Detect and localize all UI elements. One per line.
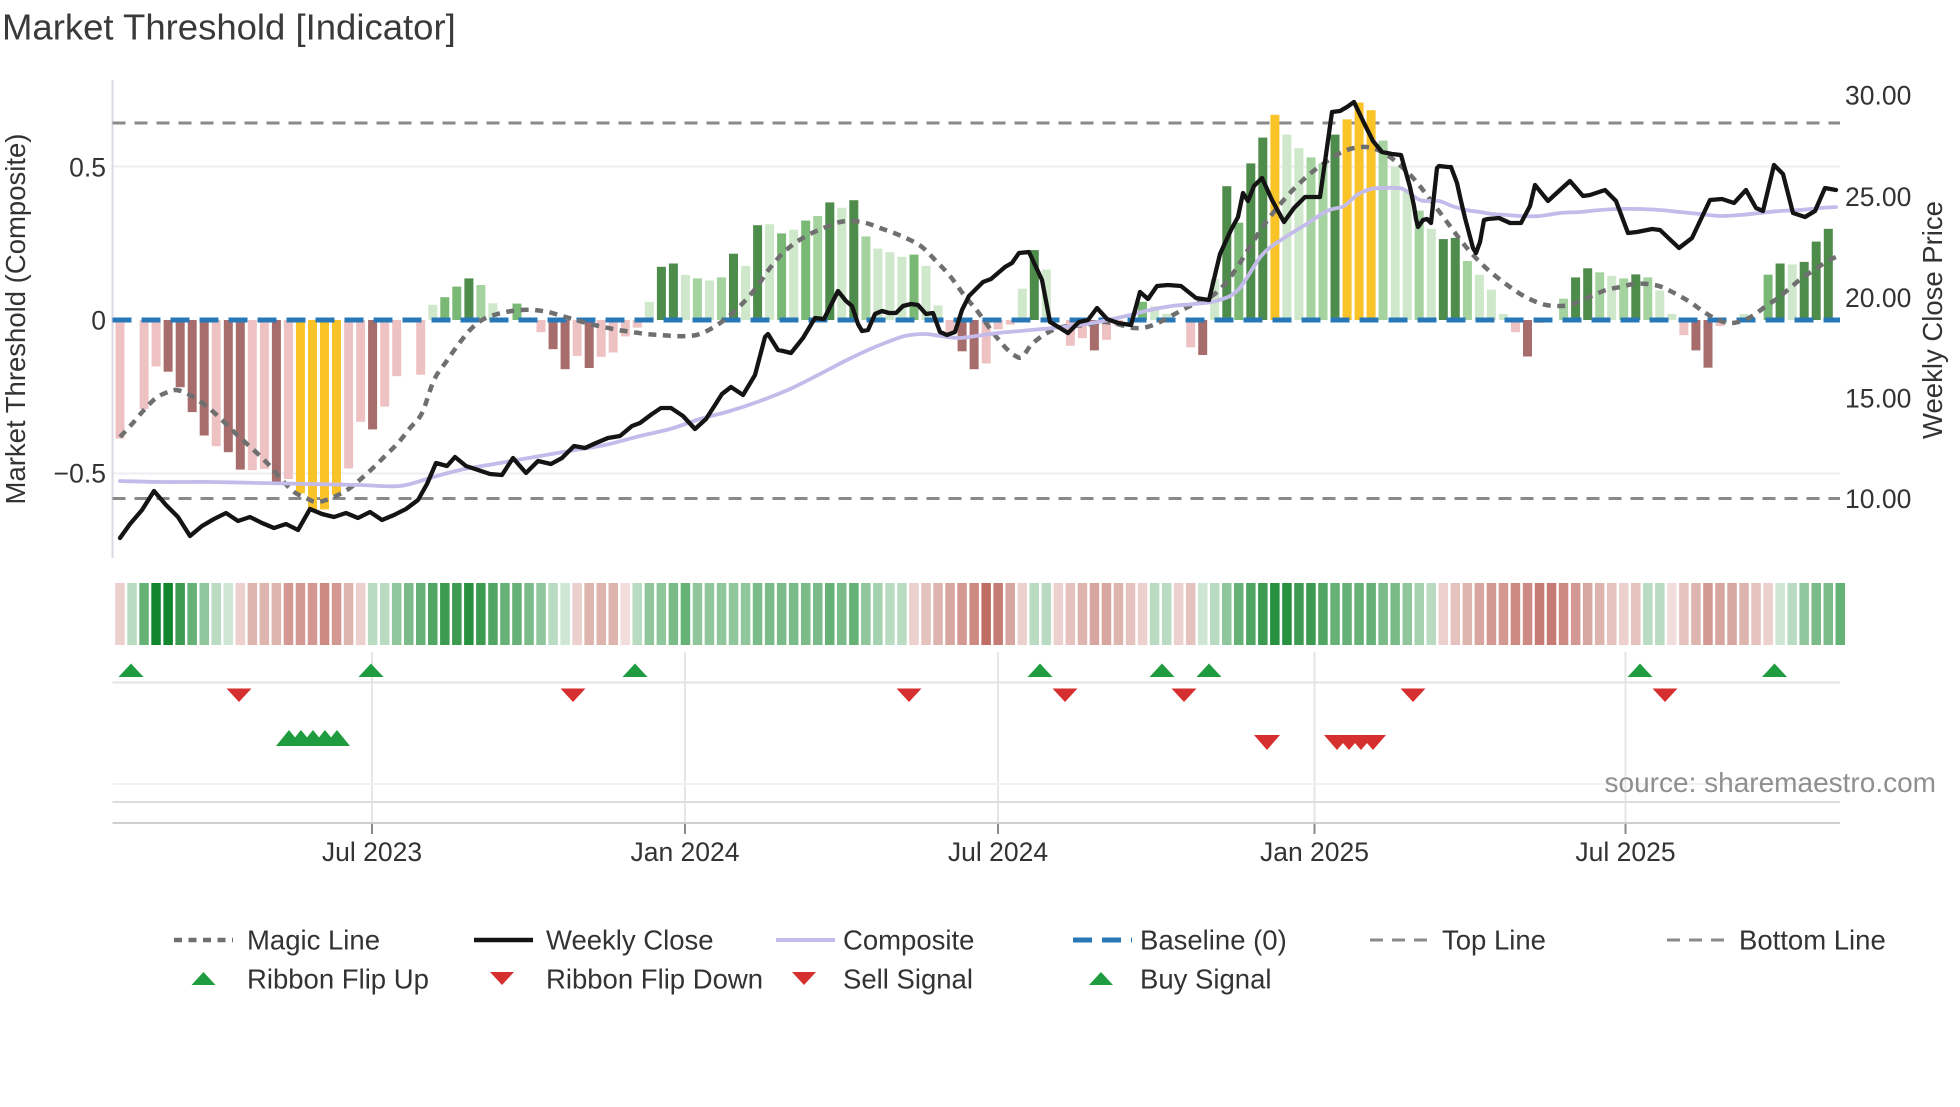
svg-text:Magic Line: Magic Line (247, 925, 380, 956)
svg-text:Jul 2024: Jul 2024 (948, 837, 1048, 867)
svg-text:Ribbon Flip Down: Ribbon Flip Down (546, 964, 763, 995)
svg-text:Buy Signal: Buy Signal (1140, 964, 1271, 995)
svg-text:0: 0 (91, 306, 106, 336)
svg-text:Market Threshold (Composite): Market Threshold (Composite) (0, 134, 31, 505)
svg-text:Market Threshold [Indicator]: Market Threshold [Indicator] (2, 7, 456, 48)
svg-text:Jan 2025: Jan 2025 (1260, 837, 1369, 867)
svg-text:0.5: 0.5 (69, 153, 106, 183)
svg-text:Jul 2025: Jul 2025 (1575, 837, 1675, 867)
svg-text:25.00: 25.00 (1845, 182, 1911, 212)
svg-text:−0.5: −0.5 (54, 459, 106, 489)
svg-text:Weekly Close Price: Weekly Close Price (1917, 201, 1948, 439)
svg-text:20.00: 20.00 (1845, 283, 1911, 313)
svg-text:30.00: 30.00 (1845, 81, 1911, 111)
svg-text:Bottom Line: Bottom Line (1739, 925, 1886, 956)
svg-text:source: sharemaestro.com: source: sharemaestro.com (1605, 767, 1936, 798)
svg-text:Ribbon Flip Up: Ribbon Flip Up (247, 964, 429, 995)
svg-text:Composite: Composite (843, 925, 974, 956)
svg-text:10.00: 10.00 (1845, 484, 1911, 514)
svg-text:Jul 2023: Jul 2023 (322, 837, 422, 867)
svg-text:Jan 2024: Jan 2024 (630, 837, 739, 867)
svg-text:Weekly Close: Weekly Close (546, 925, 714, 956)
svg-text:Baseline (0): Baseline (0) (1140, 925, 1287, 956)
svg-text:Sell Signal: Sell Signal (843, 964, 973, 995)
svg-text:Top Line: Top Line (1442, 925, 1546, 956)
svg-text:15.00: 15.00 (1845, 384, 1911, 414)
